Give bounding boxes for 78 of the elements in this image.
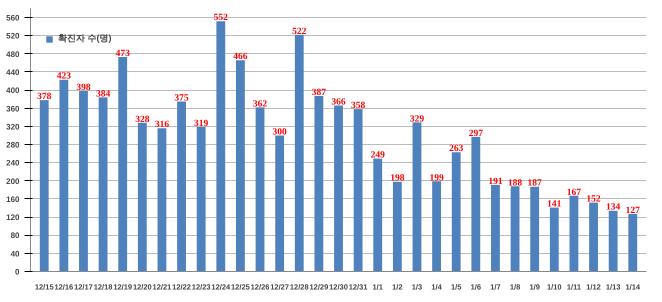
data-label: 362 <box>252 99 268 110</box>
data-label: 167 <box>566 188 582 198</box>
bar <box>628 214 638 272</box>
data-label: 249 <box>370 150 386 161</box>
data-label: 552 <box>214 13 228 24</box>
bar <box>412 122 422 272</box>
bar <box>59 80 68 272</box>
bar <box>138 122 147 272</box>
data-label: 319 <box>194 118 209 129</box>
data-label: 191 <box>488 176 503 187</box>
bar <box>79 91 88 272</box>
bar <box>334 106 343 272</box>
data-label: 423 <box>56 72 72 82</box>
bar <box>40 100 49 272</box>
legend-label: 확진자 수(명) <box>58 32 112 45</box>
bar <box>491 184 500 272</box>
data-label: 358 <box>350 101 366 112</box>
data-label: 473 <box>116 49 130 60</box>
y-tick-label: 240 <box>6 158 20 168</box>
y-tick-label: 40 <box>10 249 20 258</box>
y-tick-label: 440 <box>6 68 20 77</box>
bar <box>216 21 226 272</box>
bar <box>256 107 264 272</box>
data-label: 378 <box>37 92 52 102</box>
data-label: 366 <box>331 98 346 108</box>
data-label: 188 <box>508 178 522 188</box>
y-tick-label: 0 <box>15 268 20 276</box>
y-tick-label: 320 <box>6 122 20 132</box>
bar <box>98 97 108 272</box>
bar <box>236 60 245 272</box>
y-tick-label: 560 <box>6 14 20 23</box>
bar <box>510 186 520 272</box>
bar <box>118 57 128 272</box>
bar <box>177 101 186 272</box>
data-label: 316 <box>154 120 170 130</box>
bar <box>471 136 480 272</box>
bar <box>354 109 363 272</box>
data-label: 398 <box>76 83 91 94</box>
bar <box>158 128 166 272</box>
y-tick-label: 520 <box>6 32 20 41</box>
data-label: 263 <box>449 144 464 154</box>
y-tick-label: 400 <box>6 86 20 96</box>
bar <box>196 126 206 272</box>
bar <box>314 96 324 272</box>
data-label: 466 <box>233 52 248 62</box>
y-tick-label: 200 <box>6 176 20 186</box>
bar <box>608 210 618 272</box>
data-label: 187 <box>528 178 542 189</box>
data-label: 152 <box>586 194 601 205</box>
y-tick-label: 280 <box>6 140 20 150</box>
data-label: 127 <box>626 206 640 216</box>
data-label: 300 <box>272 127 288 138</box>
data-label: 387 <box>312 88 326 98</box>
y-tick-label: 160 <box>6 194 20 204</box>
data-label: 297 <box>468 128 484 139</box>
y-tick-label: 80 <box>10 231 20 240</box>
bar <box>294 34 304 272</box>
data-label: 384 <box>96 89 110 100</box>
bar <box>373 158 382 272</box>
bar <box>570 196 578 272</box>
bar <box>452 152 461 272</box>
y-tick-label: 120 <box>6 213 20 222</box>
data-label: 198 <box>390 174 405 184</box>
data-label: 328 <box>135 114 150 125</box>
bar <box>550 208 559 272</box>
data-label: 199 <box>429 173 444 184</box>
y-tick-label: 360 <box>6 104 20 114</box>
bar <box>432 181 442 272</box>
bar <box>530 186 540 272</box>
data-label: 375 <box>174 93 189 104</box>
data-label: 134 <box>606 202 621 213</box>
y-tick-label: 480 <box>6 50 20 59</box>
data-label: 522 <box>292 26 307 37</box>
bar <box>275 135 284 272</box>
data-label: 141 <box>547 200 562 210</box>
bar <box>392 182 402 272</box>
data-label: 329 <box>410 114 424 124</box>
bar <box>589 202 598 272</box>
